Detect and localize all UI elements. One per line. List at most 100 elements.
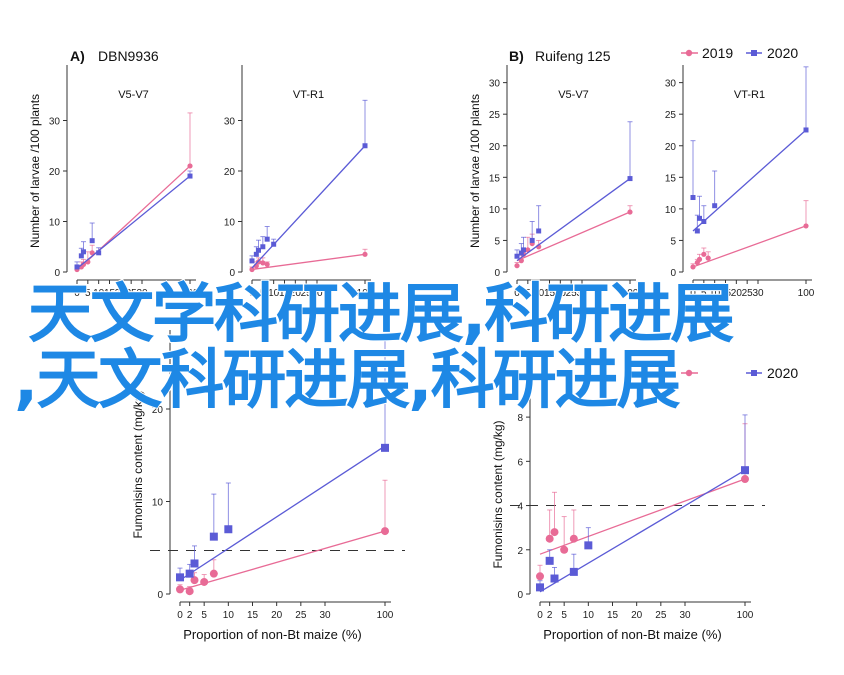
y-axis-label: Fumonisins content (mg/kg) [491,420,505,568]
x-tick-label: 15 [279,288,291,299]
series-2019 [249,248,368,273]
data-point-2019 [518,258,524,264]
data-point-2020 [701,219,707,224]
fit-line-2019 [516,211,631,262]
series-2020 [690,66,809,234]
y-tick-label: 0 [157,590,163,601]
data-point-2020 [224,525,233,534]
data-point-2019 [705,255,711,261]
overlay-watermark-line-1: 天文学科研进展,科研进展 [27,278,735,352]
data-point-2019 [362,251,368,257]
x-tick-label: 20 [290,288,302,299]
y-tick-label: 20 [489,142,501,153]
x-tick-label: 15 [720,288,732,299]
panel-a-prefix: A) [70,48,85,64]
data-point-2020 [569,567,578,576]
data-point-2019 [536,572,544,581]
fit-line-2020 [76,175,191,269]
y-tick-label: 10 [665,205,677,216]
data-point-2019 [701,251,707,257]
y-tick-label: 0 [494,268,500,279]
legend-2020-marker [751,50,757,56]
data-point-2020 [81,249,86,255]
panel-b-prefix: B) [509,48,524,64]
series-2019 [690,200,809,270]
data-point-2019 [190,576,199,585]
x-tick-label: 10 [533,288,545,299]
data-point-2020 [271,241,277,247]
x-tick-label: 2 [187,610,193,621]
data-point-2020 [627,176,633,182]
data-point-2020 [694,228,700,234]
x-tick-label: 10 [268,288,280,299]
x-tick-label: 25 [566,288,578,299]
data-point-2020 [74,264,80,270]
data-point-2020 [96,250,102,256]
x-tick-label: 25 [742,288,754,299]
data-point-2019 [249,266,255,273]
series-2019 [74,112,193,273]
x-tick-label: 30 [576,288,588,299]
data-point-2020 [550,574,559,583]
x-tick-label: 10 [93,288,105,299]
fit-line-2019 [692,225,807,268]
y-axis-label: Fumonisins content (mg/kg) [131,390,145,538]
y-tick-label: 6 [517,457,523,468]
x-tick-label: 10 [223,610,235,621]
legend-2020-label: 2020 [767,45,798,61]
x-tick-label: 0 [249,288,255,299]
x-tick-label: 5 [701,288,707,299]
y-tick-label: 0 [54,268,60,279]
data-point-2020 [249,258,255,264]
panel-title: V5-V7 [118,89,149,101]
x-tick-label: 0 [514,288,520,299]
y-tick-label: 25 [665,110,677,121]
x-tick-label: 30 [679,610,691,621]
data-point-2020 [209,532,218,541]
y-tick-label: 30 [224,117,236,128]
x-tick-label: 25 [126,288,138,299]
legend-2019-marker [685,49,693,57]
y-tick-label: 15 [489,173,501,184]
y-tick-label: 5 [494,236,500,247]
fit-line-2019 [539,478,746,555]
x-tick-label: 20 [115,288,127,299]
data-point-2019 [560,545,569,554]
panel-a-name: DBN9936 [98,48,159,64]
x-tick-label: 25 [301,288,313,299]
data-point-2020 [741,466,749,475]
x-tick-label: 15 [104,288,116,299]
data-point-2020 [712,203,718,209]
data-point-2019 [627,209,633,215]
series-2020 [514,121,633,262]
y-tick-label: 20 [224,167,236,178]
y-tick-label: 30 [665,79,677,90]
legend-2019-label: 2019 [702,45,733,61]
x-tick-label: 2 [547,610,553,621]
x-tick-label: 5 [561,610,567,621]
data-point-2019 [209,569,218,578]
series-2019 [176,479,389,596]
x-tick-label: 20 [555,288,567,299]
data-point-2020 [253,251,259,257]
y-tick-label: 10 [489,205,501,216]
y-tick-label: 10 [49,218,61,229]
data-point-2020 [187,173,193,179]
panel-b-name: Ruifeng 125 [535,48,611,64]
data-point-2019 [381,527,389,536]
x-tick-label: 100 [798,288,815,299]
x-tick-label: 0 [74,288,80,299]
x-tick-label: 10 [583,610,595,621]
series-2020 [249,99,368,269]
fit-line-2020 [516,178,631,262]
data-point-2020 [362,143,368,149]
y-tick-label: 2 [517,546,523,557]
x-tick-label: 25 [295,610,307,621]
